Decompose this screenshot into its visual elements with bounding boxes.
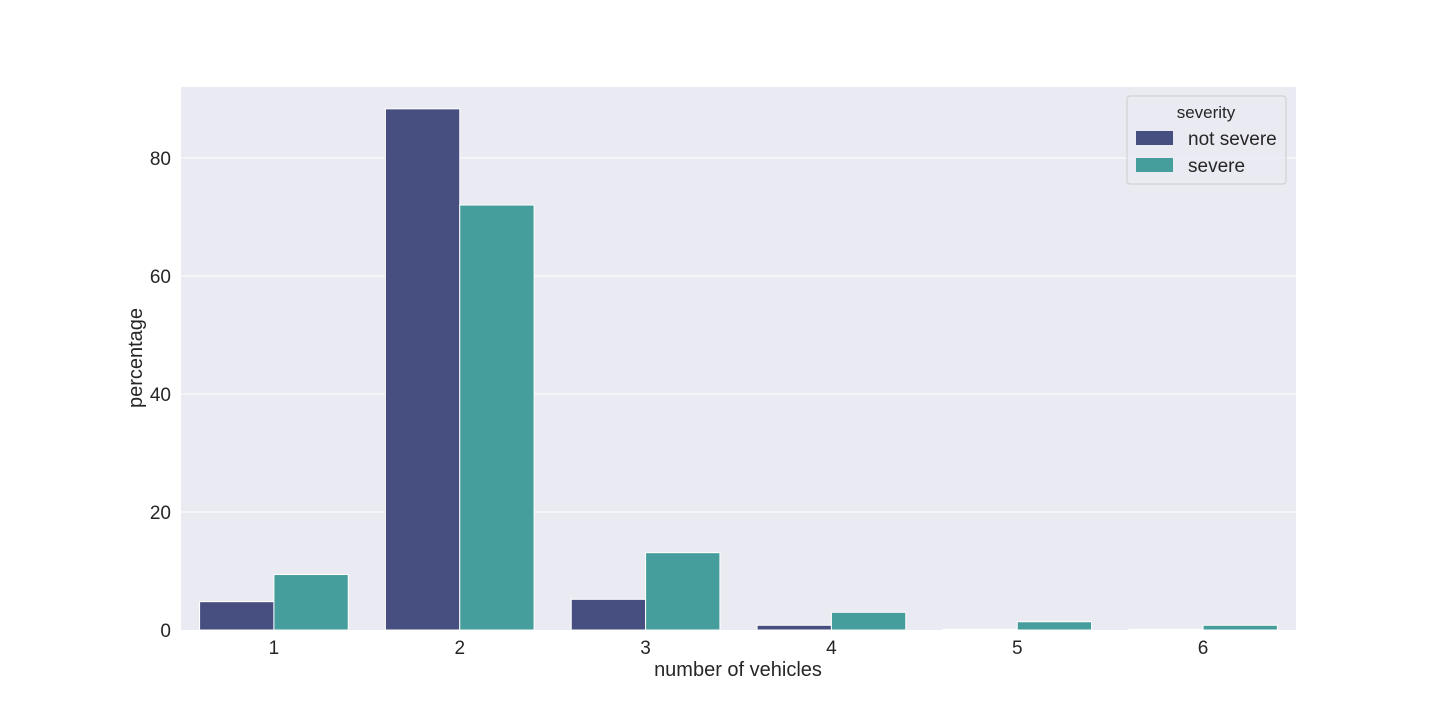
legend-swatch-not-severe	[1136, 131, 1173, 145]
plot-area	[181, 87, 1296, 630]
x-axis-label: number of vehicles	[654, 659, 822, 681]
bar-not-severe-2	[384, 108, 461, 631]
y-tick-label-40: 40	[150, 385, 171, 406]
x-tick-label-4: 4	[826, 638, 837, 659]
legend-swatch-severe	[1136, 158, 1173, 172]
grid-lines	[181, 157, 1296, 513]
y-tick-label-20: 20	[150, 503, 171, 524]
bar-severe-1	[273, 574, 349, 631]
bar-not-severe-5	[942, 628, 1018, 631]
x-tick-label-5: 5	[1012, 638, 1023, 659]
bar-severe-5	[1016, 621, 1093, 631]
bar-not-severe-1	[199, 601, 275, 631]
bar-not-severe-6	[1128, 628, 1204, 631]
legend: severity not severe severe	[1126, 95, 1287, 185]
x-tick-label-6: 6	[1198, 638, 1209, 659]
bar-not-severe-3	[570, 598, 647, 631]
bar-severe-4	[830, 611, 907, 631]
bar-severe-6	[1202, 624, 1278, 631]
bars	[199, 108, 1278, 631]
x-tick-label-3: 3	[640, 638, 651, 659]
y-tick-label-80: 80	[150, 149, 171, 170]
y-axis-label: percentage	[125, 308, 147, 408]
legend-label-severe: severe	[1188, 156, 1245, 177]
legend-label-not-severe: not severe	[1188, 129, 1277, 150]
x-tick-label-2: 2	[454, 638, 465, 659]
bar-not-severe-4	[756, 624, 832, 631]
x-tick-label-1: 1	[269, 638, 280, 659]
bar-severe-3	[645, 552, 721, 631]
x-axis-ticks: 1 2 3 4 5 6	[269, 638, 1209, 659]
legend-title: severity	[1177, 103, 1236, 122]
y-tick-label-0: 0	[160, 621, 171, 642]
y-axis-ticks: 0 20 40 60 80	[150, 149, 171, 642]
bar-severe-2	[459, 204, 535, 631]
y-tick-label-60: 60	[150, 267, 171, 288]
